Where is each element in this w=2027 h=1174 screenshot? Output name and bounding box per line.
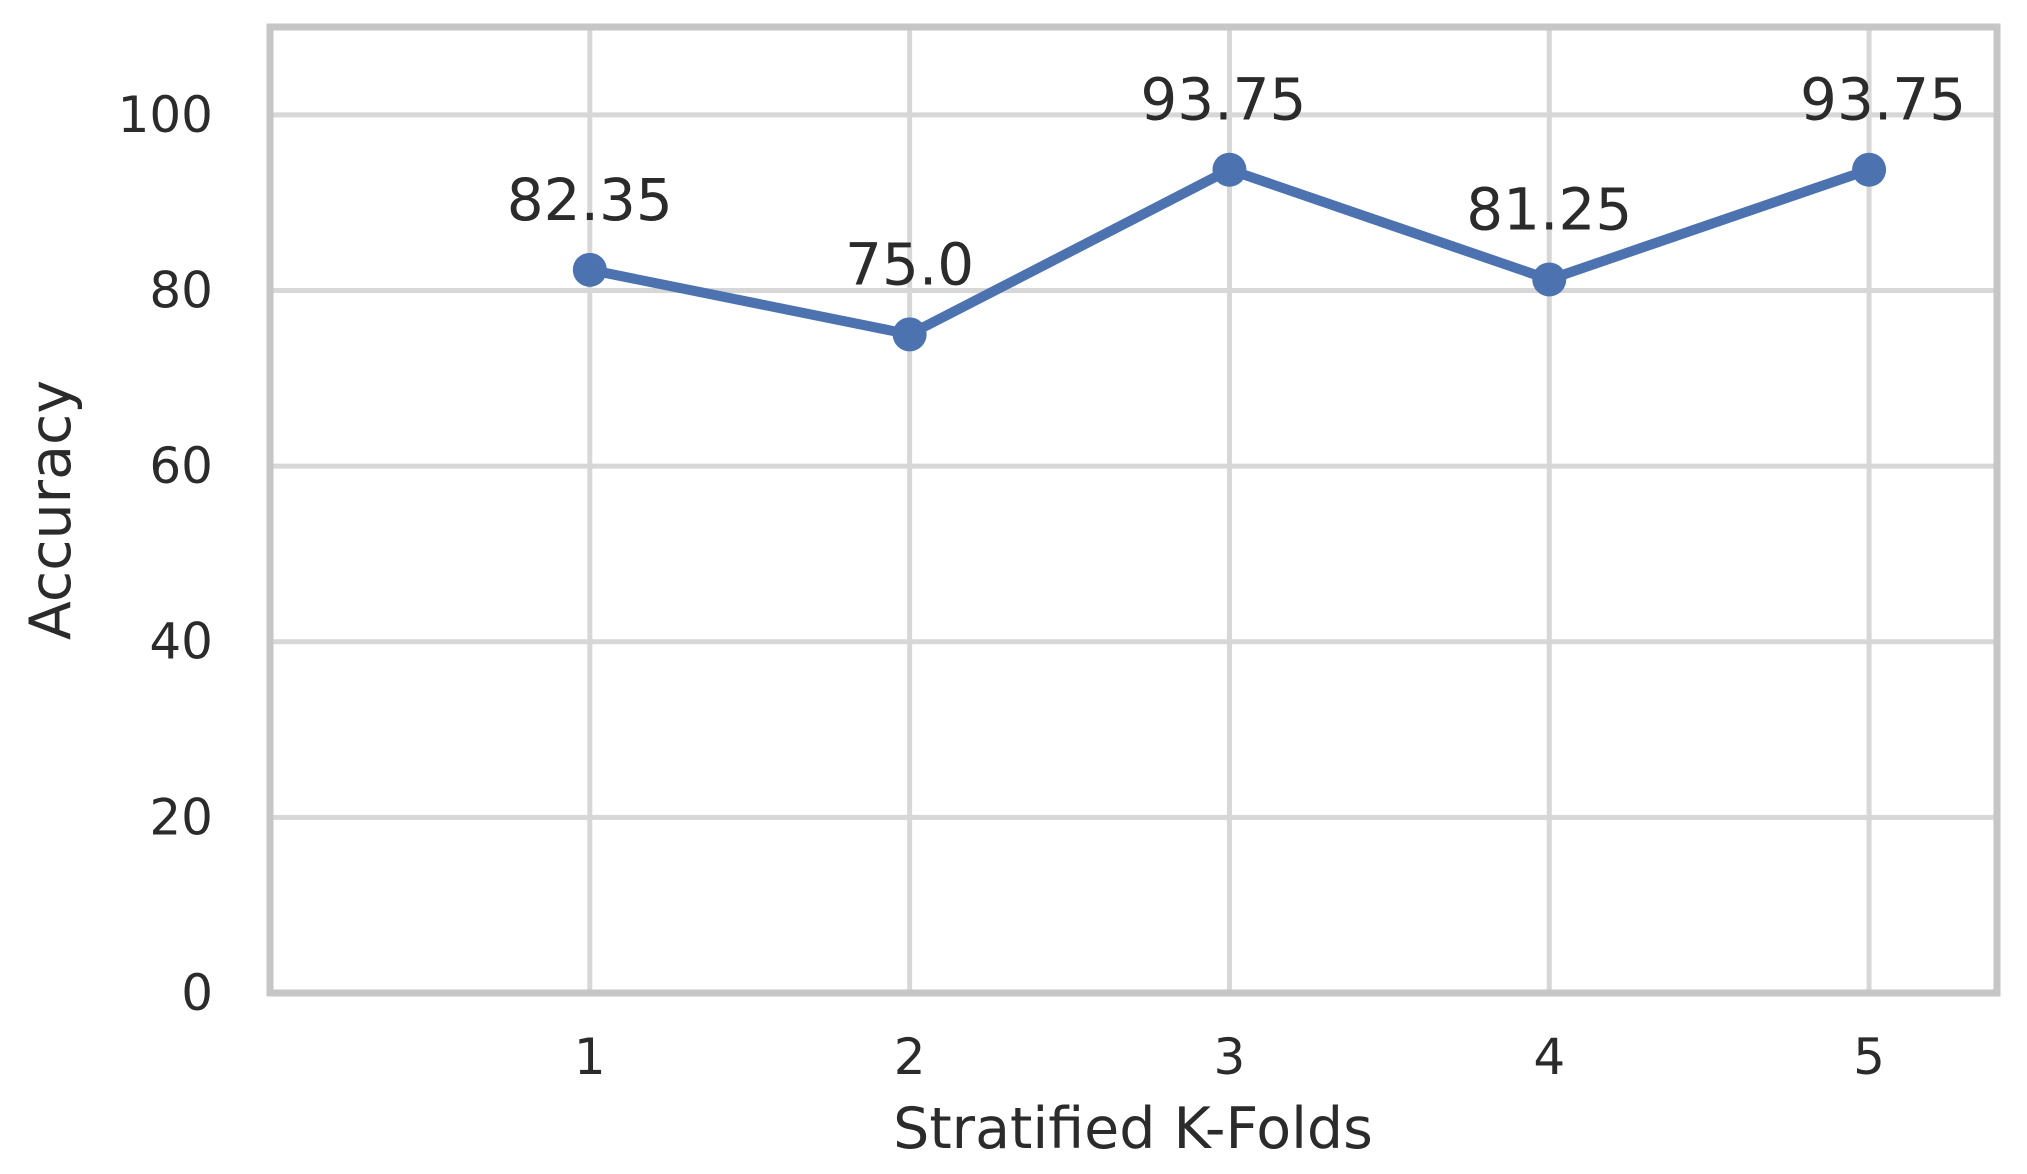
y-tick-label: 40: [149, 613, 213, 671]
data-point-label: 82.35: [507, 166, 673, 234]
y-tick-label: 100: [118, 86, 213, 144]
data-point-marker: [572, 252, 607, 287]
data-point-marker: [1532, 262, 1567, 297]
y-tick-label: 80: [149, 261, 213, 319]
x-tick-label: 1: [574, 1028, 606, 1086]
data-point-label: 81.25: [1466, 175, 1632, 243]
x-tick-label: 4: [1533, 1028, 1565, 1086]
y-tick-label: 0: [181, 964, 213, 1022]
data-point-label: 93.75: [1800, 66, 1966, 134]
tick-label-layer: 1 2 3 4 5 0 20 40 60 80 100: [118, 86, 1885, 1086]
data-point-label: 93.75: [1140, 66, 1306, 134]
y-tick-label: 60: [149, 437, 213, 495]
x-axis-title: Stratified K-Folds: [893, 1096, 1373, 1162]
data-point-marker: [1212, 152, 1247, 187]
data-point-marker: [1852, 152, 1887, 187]
y-tick-label: 20: [149, 788, 213, 846]
axes-border: [266, 23, 2001, 997]
data-label-layer: 82.35 75.0 93.75 81.25 93.75: [507, 66, 1966, 299]
x-tick-label: 2: [894, 1028, 926, 1086]
y-axis-title: Accuracy: [18, 380, 84, 640]
x-tick-label: 3: [1214, 1028, 1246, 1086]
data-point-label: 75.0: [845, 230, 974, 298]
line-series-layer: [572, 152, 1887, 352]
data-point-marker: [892, 317, 927, 352]
x-tick-label: 5: [1853, 1028, 1885, 1086]
